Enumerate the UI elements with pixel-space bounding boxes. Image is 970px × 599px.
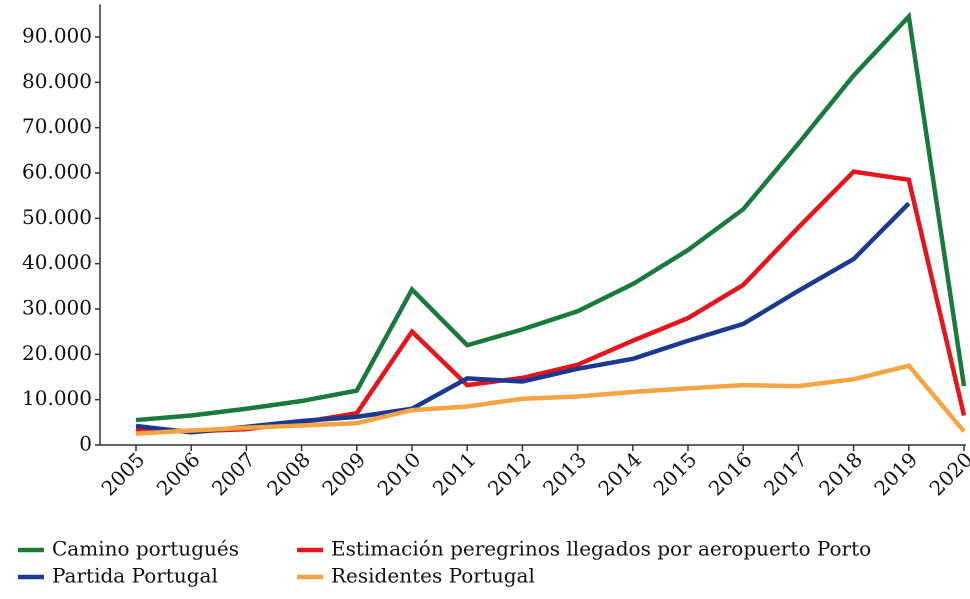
y-tick-label: 90.000	[22, 24, 92, 48]
x-tick-label: 2018	[814, 447, 867, 500]
series-line	[135, 11, 967, 423]
y-tick-label: 40.000	[22, 250, 92, 274]
y-tick-label: 50.000	[22, 205, 92, 229]
x-tick-label: 2012	[483, 447, 536, 500]
x-tick-label: 2015	[648, 447, 701, 500]
y-tick-label: 60.000	[22, 160, 92, 184]
x-tick-label: 2017	[759, 447, 812, 500]
x-tick-label: 2005	[96, 447, 149, 500]
x-tick-label: 2006	[152, 447, 205, 500]
x-tick-label: 2014	[593, 447, 646, 500]
y-tick-label: 80.000	[22, 69, 92, 93]
x-tick-label: 2013	[538, 447, 591, 500]
y-tick-label: 30.000	[22, 296, 92, 320]
x-tick-label: 2016	[704, 447, 757, 500]
x-tick-label: 2007	[207, 447, 260, 500]
y-tick-label: 20.000	[22, 341, 92, 365]
y-tick-label: 10.000	[22, 386, 92, 410]
legend-label: Partida Portugal	[52, 564, 218, 588]
legend-label: Residentes Portugal	[331, 564, 535, 588]
x-tick-label: 2011	[428, 447, 481, 500]
x-tick-label: 2020	[924, 447, 970, 500]
x-tick-label: 2019	[869, 447, 922, 500]
y-tick-label: 0	[79, 432, 92, 456]
series-line	[135, 363, 966, 436]
legend-label: Estimación peregrinos llegados por aerop…	[331, 537, 871, 561]
series-line	[135, 169, 967, 434]
x-tick-label: 2008	[262, 447, 315, 500]
legend-label: Camino portugués	[52, 537, 239, 561]
x-tick-label: 2009	[317, 447, 370, 500]
y-tick-label: 70.000	[22, 114, 92, 138]
x-tick-label: 2010	[372, 447, 425, 500]
